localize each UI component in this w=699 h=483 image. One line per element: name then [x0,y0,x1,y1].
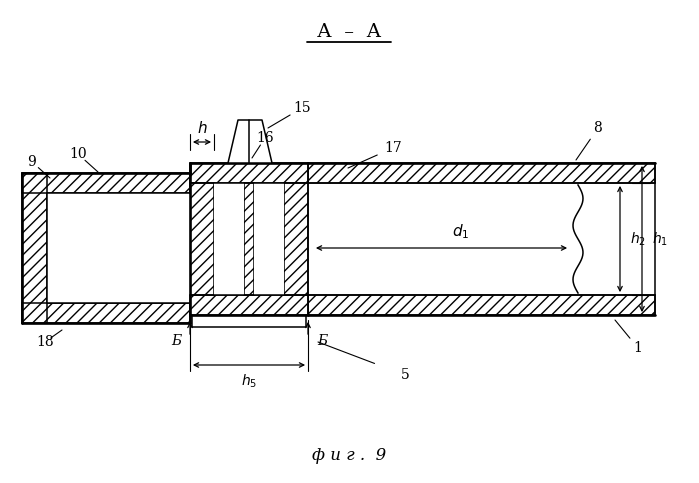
Bar [47,193,187,303]
Text: $h_5$: $h_5$ [241,372,257,390]
Polygon shape [228,120,272,163]
Text: 8: 8 [593,121,603,135]
Bar [254,183,284,295]
Bar [308,183,655,295]
Bar [214,183,244,295]
Bar [308,295,655,315]
Text: 18: 18 [36,335,54,349]
Bar [22,173,190,193]
Text: 15: 15 [293,101,311,115]
Text: 5: 5 [401,368,410,382]
Text: 10: 10 [69,147,87,161]
Text: $d_1$: $d_1$ [452,223,470,242]
Text: $h$: $h$ [196,120,208,136]
Bar [47,193,190,303]
Bar [190,183,214,295]
Text: $h_1$: $h_1$ [652,230,668,248]
Text: Б: Б [171,334,181,348]
Bar [22,303,190,323]
Text: А  –  А: А – А [317,23,381,41]
Text: $h_2$: $h_2$ [630,230,646,248]
Bar [244,183,254,295]
Bar [308,163,655,183]
Text: Б: Б [317,334,327,348]
Text: ф и г .  9: ф и г . 9 [312,446,386,464]
Bar [190,163,308,183]
Text: 16: 16 [257,131,274,145]
Bar [284,183,308,295]
Text: 1: 1 [633,341,642,355]
Bar [190,295,308,315]
Bar [22,173,47,323]
Text: 17: 17 [384,141,402,155]
Text: 9: 9 [28,155,36,169]
